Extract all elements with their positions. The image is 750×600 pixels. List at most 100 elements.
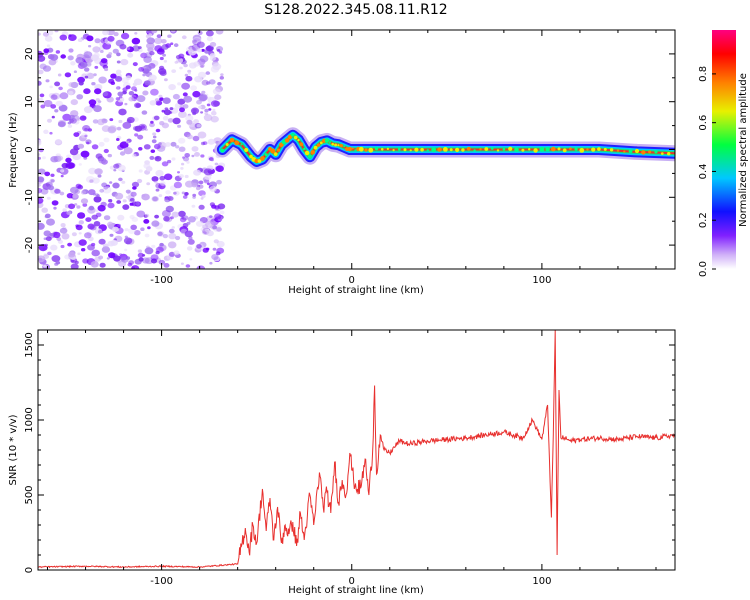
colorbar-tick-label: 0.6 [698, 115, 709, 131]
noise-blob [60, 54, 66, 59]
noise-blob [51, 115, 55, 119]
noise-blob [43, 100, 53, 107]
noise-blob [161, 210, 171, 218]
noise-blob [159, 65, 165, 70]
noise-blob [110, 73, 117, 79]
noise-blob [60, 169, 65, 173]
ridge-speckle [648, 150, 652, 154]
noise-blob [150, 149, 156, 153]
noise-blob [219, 76, 224, 80]
noise-blob [58, 104, 68, 112]
noise-blob [44, 171, 51, 177]
noise-blob [38, 183, 41, 187]
ridge-speckle [264, 153, 268, 157]
noise-blob [118, 177, 123, 182]
noise-blob [57, 73, 62, 77]
noise-blob [145, 166, 153, 172]
noise-blob [175, 145, 180, 149]
noise-blob [109, 181, 113, 184]
noise-blob [108, 78, 115, 84]
noise-blob [147, 226, 151, 230]
noise-blob [84, 134, 88, 138]
noise-blob [109, 118, 114, 122]
noise-blob [137, 178, 143, 184]
ridge-speckle [426, 149, 429, 152]
noise-blob [143, 219, 150, 224]
ridge-speckle [240, 143, 243, 146]
noise-blob [66, 193, 74, 199]
noise-blob [121, 180, 126, 184]
noise-blob [186, 119, 193, 125]
spectrogram-ytick-label: 20 [24, 48, 35, 61]
noise-blob [184, 174, 189, 179]
noise-blob [148, 74, 157, 82]
noise-blob [107, 202, 115, 209]
noise-blob [120, 256, 129, 263]
noise-blob [167, 159, 172, 164]
noise-blob [138, 169, 143, 173]
noise-blob [155, 169, 164, 177]
noise-blob [94, 168, 103, 175]
noise-blob [79, 115, 87, 121]
noise-blob [144, 160, 151, 165]
noise-blob [84, 67, 90, 72]
noise-blob [204, 174, 212, 181]
noise-blob [150, 254, 159, 261]
noise-blob [38, 156, 41, 160]
noise-blob [184, 230, 193, 238]
noise-blob [82, 203, 88, 207]
ridge-speckle [667, 152, 671, 156]
snr-ylabel: SNR (10 * v/v) [8, 414, 19, 485]
noise-blob [158, 142, 162, 146]
ridge-speckle [316, 143, 321, 147]
noise-blob [167, 196, 174, 201]
noise-blob [48, 93, 55, 98]
noise-blob [132, 153, 137, 158]
noise-blob [153, 115, 160, 121]
noise-blob [204, 108, 209, 113]
noise-blob [134, 102, 141, 109]
noise-blob [198, 105, 202, 109]
noise-blob [115, 86, 120, 90]
ridge-speckle [380, 148, 384, 151]
noise-blob [203, 114, 213, 122]
figure-title: S128.2022.345.08.11.R12 [264, 2, 447, 18]
noise-blob [213, 100, 221, 107]
noise-blob [116, 60, 121, 64]
noise-blob [43, 264, 47, 268]
ridge-speckle [254, 158, 259, 164]
noise-blob [135, 153, 140, 157]
noise-blob [44, 213, 51, 219]
noise-blob [208, 108, 212, 111]
noise-blob [191, 154, 195, 158]
spectrogram-ytick-label: -20 [24, 237, 35, 253]
ridge-speckle [328, 141, 331, 144]
noise-blob [92, 46, 101, 53]
noise-blob [132, 45, 140, 52]
noise-blob [68, 251, 76, 258]
noise-blob [99, 188, 105, 193]
noise-blob [49, 85, 53, 89]
ridge-speckle [616, 149, 620, 152]
noise-blob [170, 30, 176, 33]
noise-blob [75, 224, 79, 228]
noise-blob [94, 88, 102, 95]
noise-blob [214, 205, 220, 210]
noise-blob [103, 148, 109, 154]
noise-blob [75, 183, 82, 189]
noise-blob [47, 185, 55, 191]
noise-blob [171, 69, 177, 73]
noise-blob [83, 88, 91, 95]
noise-blob [156, 246, 164, 253]
noise-blob [148, 33, 153, 37]
noise-blob [104, 67, 109, 72]
noise-blob [86, 141, 90, 145]
ridge-speckle [623, 150, 626, 153]
noise-blob [211, 254, 219, 260]
noise-blob [60, 244, 65, 249]
noise-blob [182, 156, 190, 162]
noise-blob [83, 51, 93, 59]
noise-blob [162, 53, 167, 57]
noise-blob [131, 217, 138, 222]
noise-blob [42, 31, 49, 37]
